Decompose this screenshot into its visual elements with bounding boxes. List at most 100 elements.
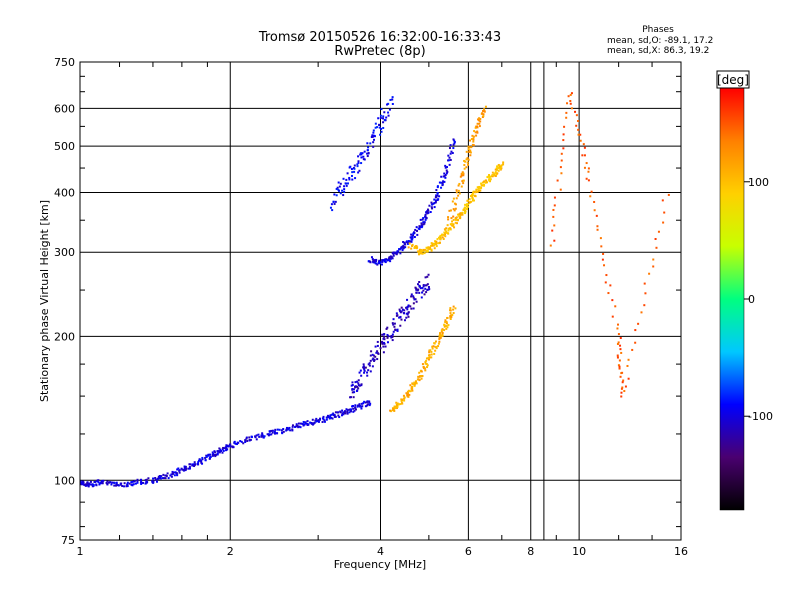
data-point [183,469,186,472]
data-point [607,292,610,295]
data-point [360,162,363,165]
data-point [391,252,394,255]
data-point [443,325,446,328]
data-point [205,454,208,457]
data-point [360,374,363,377]
data-point [356,165,359,168]
data-point [433,201,436,204]
data-point [450,315,453,318]
data-point [171,470,174,473]
colorbar: [deg] 100 0 -100 [716,70,773,511]
data-point [214,451,217,454]
data-point [358,404,361,407]
data-point [392,254,395,257]
data-point [401,308,404,311]
data-point [616,342,619,345]
data-point [627,358,630,361]
data-point [213,450,216,453]
data-point [447,159,450,162]
data-point [381,342,384,345]
data-point [152,481,155,484]
data-point [667,193,670,196]
data-point [434,201,437,204]
data-point [454,207,457,210]
data-point [304,421,307,424]
data-point [570,92,573,95]
data-point [619,337,622,340]
data-point [411,389,414,392]
data-point [369,402,372,405]
data-point [438,334,441,337]
data-point [453,142,456,145]
data-point [204,459,207,462]
data-point [470,146,473,149]
data-point [136,481,139,484]
data-point [383,118,386,121]
data-point [435,189,438,192]
data-point [110,483,113,486]
data-point [418,379,421,382]
data-point [441,328,444,331]
plot-frame [79,61,682,541]
data-point [456,219,459,222]
data-point [409,390,412,393]
data-point [328,417,331,420]
colorbar-ticks: 100 0 -100 [744,176,773,423]
data-point [348,411,351,414]
data-point [551,229,554,232]
data-point [395,401,398,404]
data-point [441,333,444,336]
data-point [403,396,406,399]
data-point [596,228,599,231]
y-tick-label: 500 [54,140,75,153]
data-point [434,243,437,246]
data-point [447,232,450,235]
data-point [496,172,499,175]
data-point [374,126,377,129]
data-point [231,445,234,448]
data-point [373,359,376,362]
data-point [360,153,363,156]
data-point [343,188,346,191]
data-point [453,202,456,205]
data-point [332,414,335,417]
data-point [346,410,349,413]
data-point [309,421,312,424]
data-point [416,233,419,236]
data-point [402,394,405,397]
data-point [472,190,475,193]
data-point [491,173,494,176]
data-point [391,333,394,336]
data-point [450,223,453,226]
data-point [184,465,187,468]
data-point [450,217,453,220]
data-point [337,181,340,184]
colorbar-label: [deg] [717,73,749,87]
data-point [430,248,433,251]
data-point [325,418,328,421]
data-point [368,364,371,367]
data-point [386,103,389,106]
data-point [221,451,224,454]
data-point [248,436,251,439]
data-point [301,422,304,425]
data-point [105,481,108,484]
data-point [392,318,395,321]
data-point [458,192,461,195]
data-point [346,409,349,412]
data-point [372,354,375,357]
data-point [445,327,448,330]
data-point [443,323,446,326]
data-point [366,155,369,158]
data-point [470,200,473,203]
data-point [255,434,258,437]
data-point [364,405,367,408]
data-point [151,480,154,483]
data-point [354,407,357,410]
data-point [466,208,469,211]
data-point [407,395,410,398]
data-point [437,236,440,239]
data-point [423,252,426,255]
data-point [420,370,423,373]
